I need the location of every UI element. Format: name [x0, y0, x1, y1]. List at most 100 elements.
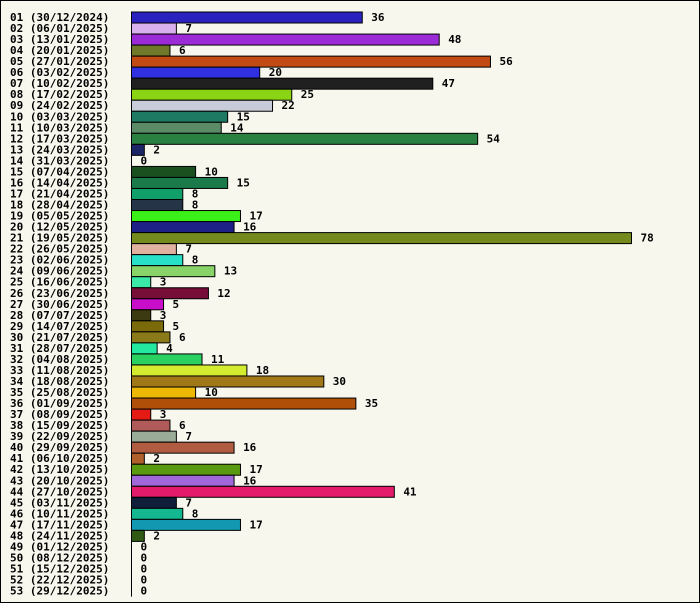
- category-label: 41 (06/10/2025): [10, 452, 109, 465]
- value-label: 7: [185, 22, 192, 35]
- value-label: 10: [205, 386, 218, 399]
- bar: [131, 441, 235, 454]
- category-label: 47 (17/11/2025): [10, 518, 109, 531]
- bar: [131, 44, 171, 57]
- value-label: 2: [153, 143, 160, 156]
- category-label: 33 (11/08/2025): [10, 364, 109, 377]
- bar: [131, 66, 261, 79]
- category-label: 24 (09/06/2025): [10, 265, 109, 278]
- value-label: 0: [141, 154, 148, 167]
- value-label: 10: [205, 165, 218, 178]
- value-label: 20: [269, 66, 282, 79]
- category-label: 46 (10/11/2025): [10, 507, 109, 520]
- category-label: 34 (18/08/2025): [10, 375, 109, 388]
- value-label: 15: [237, 110, 250, 123]
- category-label: 32 (04/08/2025): [10, 353, 109, 366]
- bar: [131, 353, 203, 366]
- bar: [131, 518, 241, 531]
- value-label: 0: [141, 585, 148, 598]
- bar: [131, 232, 632, 245]
- category-label: 42 (13/10/2025): [10, 463, 109, 476]
- category-label: 53 (29/12/2025): [10, 585, 109, 598]
- category-label: 05 (27/01/2025): [10, 55, 109, 68]
- value-label: 2: [153, 529, 160, 542]
- value-label: 5: [173, 320, 180, 333]
- value-label: 12: [217, 287, 230, 300]
- bar: [131, 121, 222, 134]
- value-label: 0: [141, 551, 148, 564]
- bar: [131, 210, 241, 223]
- category-label: 09 (24/02/2025): [10, 99, 109, 112]
- category-label: 21 (19/05/2025): [10, 232, 109, 245]
- value-label: 7: [185, 243, 192, 256]
- bar: [131, 22, 177, 35]
- category-label: 03 (13/01/2025): [10, 33, 109, 46]
- value-label: 36: [371, 11, 385, 24]
- value-label: 16: [243, 221, 257, 234]
- category-label: 23 (02/06/2025): [10, 254, 109, 267]
- bar: [131, 110, 229, 123]
- bar: [131, 507, 184, 520]
- category-label: 25 (16/06/2025): [10, 276, 109, 289]
- category-label: 15 (07/04/2025): [10, 165, 109, 178]
- value-label: 15: [237, 176, 250, 189]
- value-label: 54: [487, 132, 501, 145]
- value-label: 41: [403, 485, 417, 498]
- value-label: 6: [179, 419, 186, 432]
- value-label: 16: [243, 441, 257, 454]
- bar: [131, 176, 229, 189]
- value-label: 6: [179, 331, 186, 344]
- value-label: 8: [192, 199, 199, 212]
- bar: [131, 187, 184, 200]
- category-label: 17 (21/04/2025): [10, 187, 109, 200]
- category-label: 44 (27/10/2025): [10, 485, 109, 498]
- value-label: 16: [243, 474, 257, 487]
- category-label: 48 (24/11/2025): [10, 529, 109, 542]
- category-label: 31 (28/07/2025): [10, 342, 109, 355]
- value-label: 30: [333, 375, 346, 388]
- category-label: 38 (15/09/2025): [10, 419, 109, 432]
- category-label: 49 (01/12/2025): [10, 540, 109, 553]
- value-label: 11: [211, 353, 225, 366]
- category-label: 13 (24/03/2025): [10, 143, 109, 156]
- value-label: 56: [499, 55, 513, 68]
- value-label: 8: [192, 254, 199, 267]
- value-label: 8: [192, 507, 199, 520]
- value-label: 47: [442, 77, 455, 90]
- category-label: 06 (03/02/2025): [10, 66, 109, 79]
- bar: [131, 331, 171, 344]
- value-label: 5: [173, 298, 180, 311]
- category-label: 07 (10/02/2025): [10, 77, 109, 90]
- bar: [131, 375, 325, 388]
- value-label: 25: [301, 88, 314, 101]
- value-label: 13: [224, 265, 237, 278]
- bar: [131, 99, 274, 112]
- bar: [131, 364, 248, 377]
- bar: [131, 254, 184, 267]
- bar: [131, 386, 197, 399]
- bar: [131, 287, 209, 300]
- value-label: 14: [230, 121, 244, 134]
- bars: [131, 11, 632, 542]
- category-label: 01 (30/12/2024): [10, 11, 109, 24]
- bar: [131, 132, 479, 145]
- category-label: 16 (14/04/2025): [10, 176, 109, 189]
- value-label: 18: [256, 364, 269, 377]
- category-label: 11 (10/03/2025): [10, 121, 109, 134]
- value-label: 22: [282, 99, 295, 112]
- value-label: 0: [141, 563, 148, 576]
- bar: [131, 221, 235, 234]
- category-label: 27 (30/06/2025): [10, 298, 109, 311]
- category-labels: 01 (30/12/2024)02 (06/01/2025)03 (13/01/…: [10, 11, 109, 598]
- category-label: 12 (17/03/2025): [10, 132, 109, 145]
- bar: [131, 199, 184, 212]
- value-label: 17: [249, 463, 262, 476]
- category-label: 19 (05/05/2025): [10, 210, 109, 223]
- value-label: 8: [192, 187, 199, 200]
- category-label: 18 (28/04/2025): [10, 199, 109, 212]
- bar: [131, 342, 158, 355]
- category-label: 22 (26/05/2025): [10, 243, 109, 256]
- value-labels: 3674865620472522151454201015881716787813…: [141, 11, 654, 598]
- value-label: 2: [153, 452, 160, 465]
